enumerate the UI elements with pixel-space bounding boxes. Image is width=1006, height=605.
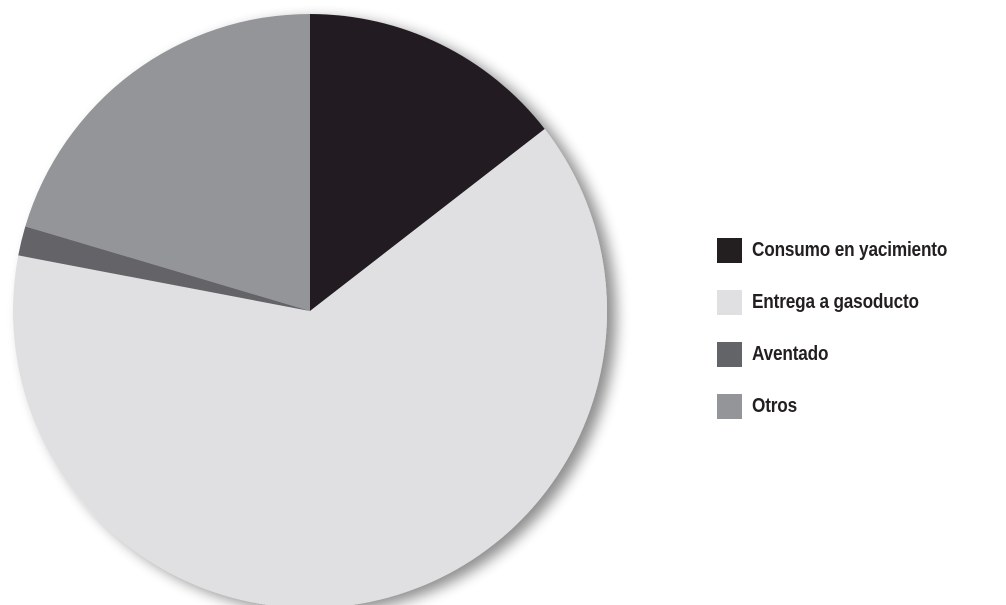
legend-item-otros: Otros (717, 393, 979, 419)
legend-item-consumo: Consumo en yacimiento (717, 237, 979, 263)
legend-swatch-otros (717, 393, 742, 419)
legend-label-entrega: Entrega a gasoducto (752, 290, 919, 313)
legend-label-consumo: Consumo en yacimiento (752, 238, 948, 261)
pie-slices (13, 14, 607, 605)
legend-swatch-aventado (717, 341, 742, 367)
pie-slice-consumo (310, 14, 545, 311)
pie-slice-entrega (13, 128, 607, 605)
legend-swatch-entrega (717, 289, 742, 315)
pie-slice-otros (25, 14, 310, 311)
legend-swatch-consumo (717, 237, 742, 263)
legend-label-otros: Otros (752, 394, 798, 417)
legend: Consumo en yacimiento Entrega a gasoduct… (717, 237, 979, 445)
legend-item-entrega: Entrega a gasoducto (717, 289, 979, 315)
legend-item-aventado: Aventado (717, 341, 979, 367)
pie-slice-aventado (18, 226, 311, 311)
legend-label-aventado: Aventado (752, 342, 829, 365)
